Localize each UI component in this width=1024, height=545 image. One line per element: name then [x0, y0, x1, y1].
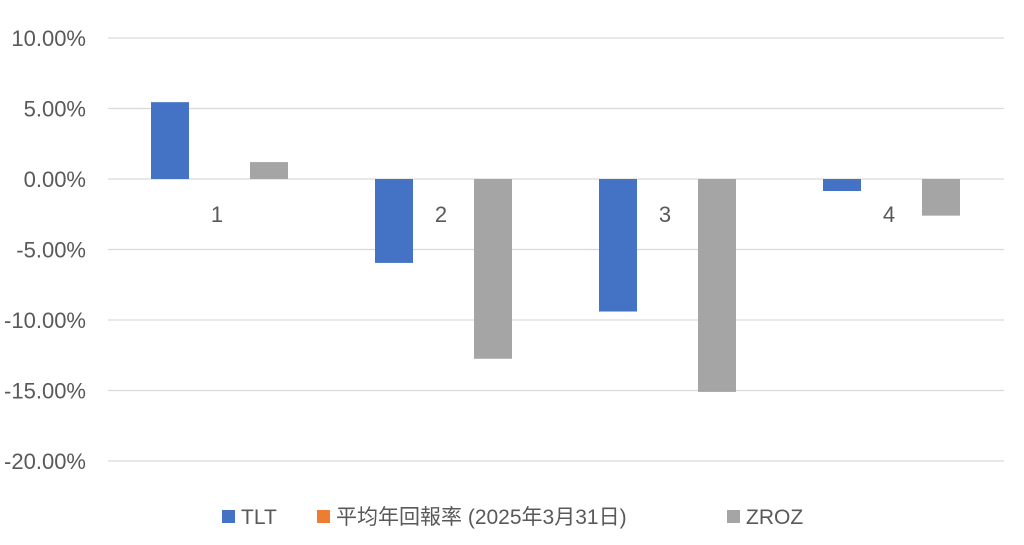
bar-zroz-4 [922, 179, 960, 216]
category-labels: 1 2 3 4 [211, 202, 895, 227]
y-tick-label: -20.00% [4, 449, 86, 474]
y-tick-label: -10.00% [4, 308, 86, 333]
y-tick-label: 0.00% [24, 167, 86, 192]
bar-tlt-1 [151, 102, 189, 179]
legend-label: ZROZ [746, 506, 803, 529]
y-tick-label: 10.00% [11, 26, 86, 51]
y-tick-label: -5.00% [16, 238, 86, 263]
legend-swatch [727, 510, 740, 523]
y-axis-tick-labels: 10.00% 5.00% 0.00% -5.00% -10.00% -15.00% -20.… [4, 26, 86, 474]
gridlines [108, 37, 1004, 462]
category-label: 4 [883, 202, 895, 227]
category-label: 3 [659, 202, 671, 227]
bar-zroz-1 [250, 162, 288, 179]
legend-swatch [222, 510, 235, 523]
legend-label: TLT [241, 506, 277, 529]
bars [151, 102, 960, 392]
bar-zroz-2 [474, 179, 512, 359]
bar-tlt-4 [823, 179, 861, 191]
y-tick-label: 5.00% [24, 97, 86, 122]
bar-tlt-2 [375, 179, 413, 263]
bar-tlt-3 [599, 179, 637, 312]
category-label: 1 [211, 202, 223, 227]
bar-zroz-3 [698, 179, 736, 392]
legend-swatch [317, 510, 330, 523]
legend-label: 平均年回報率 (2025年3月31日) [336, 506, 627, 529]
y-tick-label: -15.00% [4, 379, 86, 404]
legend: TLT 平均年回報率 (2025年3月31日) ZROZ [222, 506, 803, 529]
category-label: 2 [435, 202, 447, 227]
